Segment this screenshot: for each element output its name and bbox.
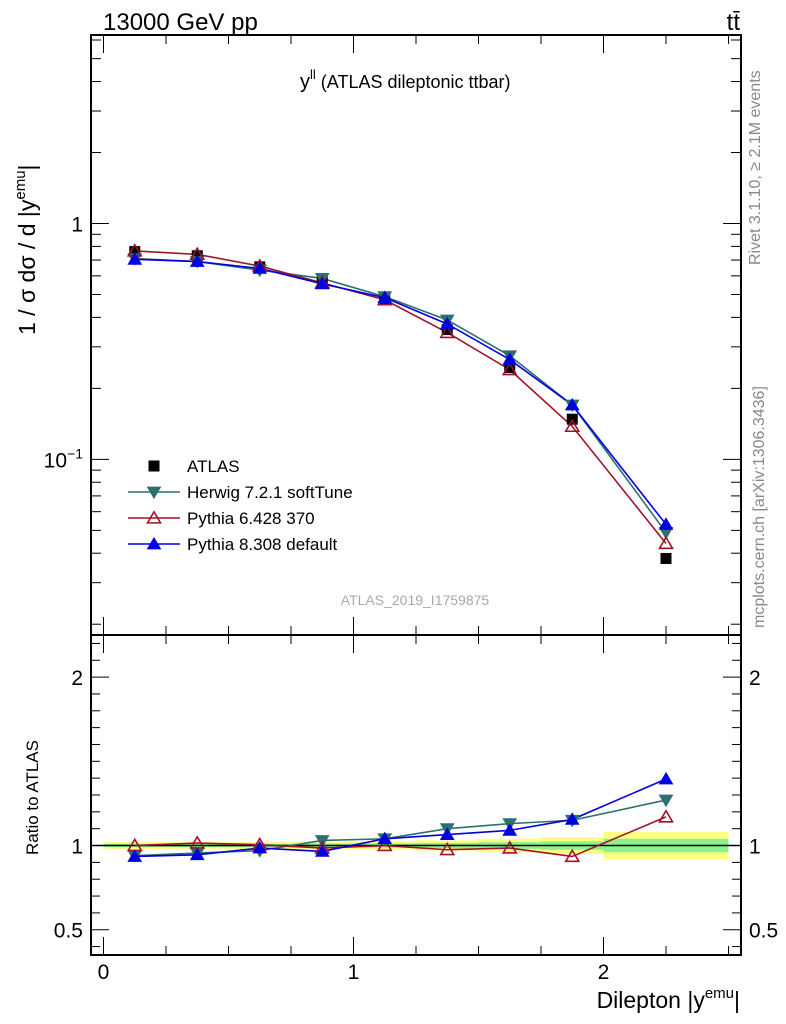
main-data-point (439, 324, 456, 339)
main-data-point (504, 362, 516, 374)
ratio-y-tick-label-right: 1 (749, 836, 761, 859)
main-data-point (377, 290, 393, 304)
x-tick-label: 0 (98, 961, 110, 984)
main-y-tick-label: 1 (71, 214, 83, 237)
analysis-id-label: ATLAS_2019_I1759875 (341, 592, 490, 608)
ratio-data-point (376, 837, 393, 852)
ratio-data-point (658, 794, 674, 808)
main-data-point (658, 517, 674, 530)
legend-marker (146, 536, 162, 550)
main-data-point (127, 252, 143, 265)
energy-label: 13000 GeV pp (103, 9, 258, 36)
mcplots-credit-label: mcplots.cern.ch [arXiv:1306.3436] (751, 386, 768, 628)
main-plot-title: yll (ATLAS dileptonic ttbar) (300, 67, 511, 93)
legend-label: Pythia 8.308 default (187, 535, 338, 554)
rivet-version-label: Rivet 3.1.10, ≥ 2.1M events (747, 70, 764, 265)
legend-label: ATLAS (187, 457, 240, 476)
ratio-data-point (314, 844, 330, 857)
legend-marker (148, 460, 160, 472)
x-tick-label: 2 (598, 961, 610, 984)
main-data-point (564, 397, 580, 411)
legend-marker (146, 486, 162, 500)
legend-label: Herwig 7.2.1 softTune (187, 483, 353, 502)
ratio-y-axis-title: Ratio to ATLAS (23, 740, 42, 855)
ratio-y-tick-label-left: 1 (71, 836, 83, 859)
main-panel: yll (ATLAS dileptonic ttbar) 1 / σ dσ / … (12, 34, 742, 636)
ratio-data-point (658, 809, 674, 823)
main-y-tick-label: 10−1 (44, 445, 84, 472)
ratio-data-point (564, 812, 580, 825)
main-data-point (658, 535, 674, 550)
ratio-data-point (501, 840, 518, 854)
ratio-data-point (127, 849, 143, 862)
main-data-point (129, 246, 141, 258)
ratio-y-tick-label-right: 0.5 (749, 920, 778, 943)
ratio-plot-frame (90, 634, 742, 956)
ratio-data-point (189, 847, 205, 861)
main-data-point (502, 352, 518, 365)
ratio-y-tick-label-left: 2 (71, 667, 83, 690)
legend: ATLAS Herwig 7.2.1 softTune Pythia 6.428 3… (128, 457, 353, 554)
legend-label: Pythia 6.428 370 (187, 509, 315, 528)
ratio-data-point (658, 771, 674, 785)
ratio-data-point (439, 827, 455, 840)
ratio-y-tick-label-left: 0.5 (54, 920, 83, 943)
x-axis-title: Dilepton |yemu| (597, 985, 740, 1013)
ratio-data-point (502, 823, 518, 836)
main-data-point (189, 254, 205, 267)
legend-marker (146, 510, 162, 524)
main-y-axis-title: 1 / σ dσ / d |yemu| (12, 164, 40, 335)
ratio-panel: Ratio to ATLAS 2 2 1 1 0.5 0.5 0 1 2 Dilepton |y… (23, 634, 778, 1013)
ratio-data-point (439, 841, 456, 856)
ratio-data-point (377, 831, 393, 845)
main-data-point (441, 324, 453, 336)
main-data-point (314, 276, 330, 290)
ratio-data-point (252, 840, 268, 854)
ratio-y-tick-label-right: 2 (749, 667, 761, 690)
main-data-point (252, 261, 268, 274)
ratio-data-point (564, 848, 581, 863)
main-data-point (501, 361, 518, 376)
main-data-point (660, 552, 672, 564)
x-tick-label: 1 (348, 961, 360, 984)
process-label: tt̄ (727, 9, 741, 36)
main-data-point (564, 418, 581, 433)
main-data-point (439, 316, 455, 330)
